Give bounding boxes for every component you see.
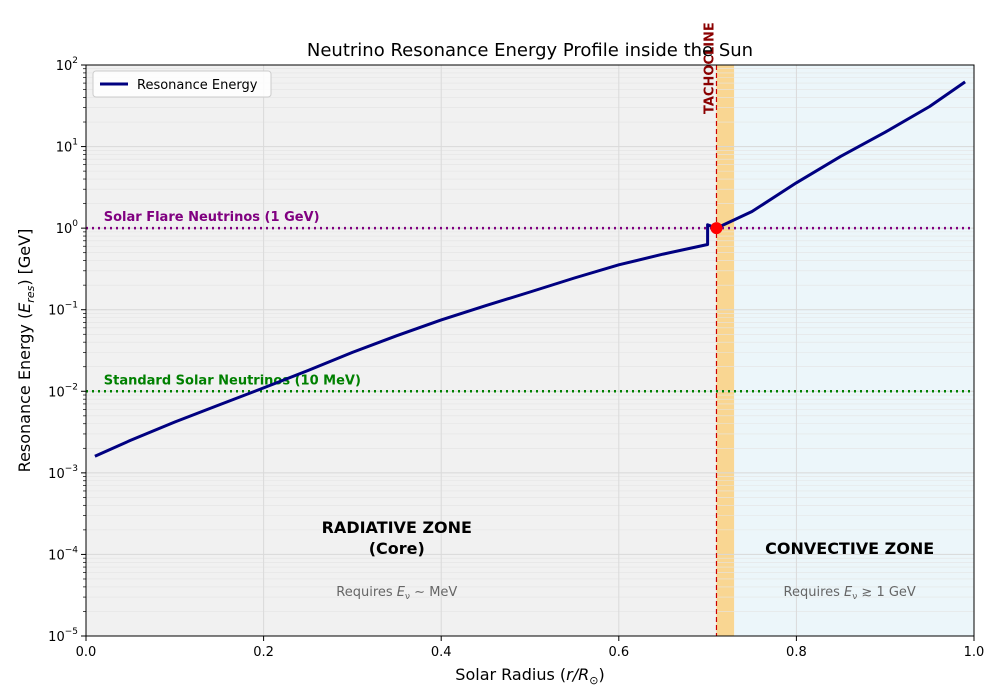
- convective-zone-note: Requires Eν ≳ 1 GeV: [784, 585, 916, 602]
- y-tick-label: 100: [56, 219, 79, 237]
- convective-zone-background: [734, 65, 974, 636]
- y-axis-label: Resonance Energy (Eres) [GeV]: [15, 229, 37, 473]
- x-axis-ticks: 0.0 0.2 0.4 0.6 0.8 1.0: [76, 636, 985, 660]
- x-tick-label: 1.0: [964, 645, 985, 660]
- legend-entry: Resonance Energy: [137, 78, 258, 93]
- chart-title: Neutrino Resonance Energy Profile inside…: [307, 40, 753, 61]
- tachocline-band: [716, 65, 735, 636]
- convective-zone-label: CONVECTIVE ZONE: [765, 539, 934, 558]
- tachocline-label: TACHOCLINE: [702, 22, 717, 114]
- x-tick-label: 0.2: [253, 645, 274, 660]
- legend: Resonance Energy: [92, 70, 272, 98]
- legend-box: [92, 70, 272, 98]
- solar-flare-label: Solar Flare Neutrinos (1 GeV): [104, 210, 320, 225]
- x-tick-label: 0.4: [431, 645, 452, 660]
- y-tick-label: 10−1: [48, 301, 78, 319]
- y-tick-label: 10−2: [48, 382, 78, 400]
- x-tick-label: 0.8: [786, 645, 807, 660]
- x-tick-label: 0.6: [608, 645, 629, 660]
- radiative-zone-note: Requires Eν ∼ MeV: [336, 585, 457, 602]
- y-tick-label: 10−3: [48, 464, 78, 482]
- standard-solar-label: Standard Solar Neutrinos (10 MeV): [104, 373, 361, 388]
- y-tick-label: 10−5: [48, 627, 78, 645]
- y-tick-label: 101: [56, 138, 78, 156]
- y-tick-label: 10−4: [48, 545, 78, 563]
- radiative-zone-label: RADIATIVE ZONE: [322, 518, 472, 537]
- radiative-zone-sublabel: (Core): [369, 539, 425, 558]
- y-tick-label: 102: [56, 56, 78, 74]
- x-tick-label: 0.0: [76, 645, 97, 660]
- tachocline-marker: [710, 222, 723, 235]
- y-axis-ticks: 10−5 10−4 10−3 10−2 10−1 100 101 102: [48, 56, 86, 645]
- x-axis-label: Solar Radius (r/R⊙): [455, 665, 604, 687]
- resonance-energy-line: [94, 80, 966, 458]
- plot-frame: [85, 64, 975, 637]
- radiative-zone-background: [86, 65, 717, 636]
